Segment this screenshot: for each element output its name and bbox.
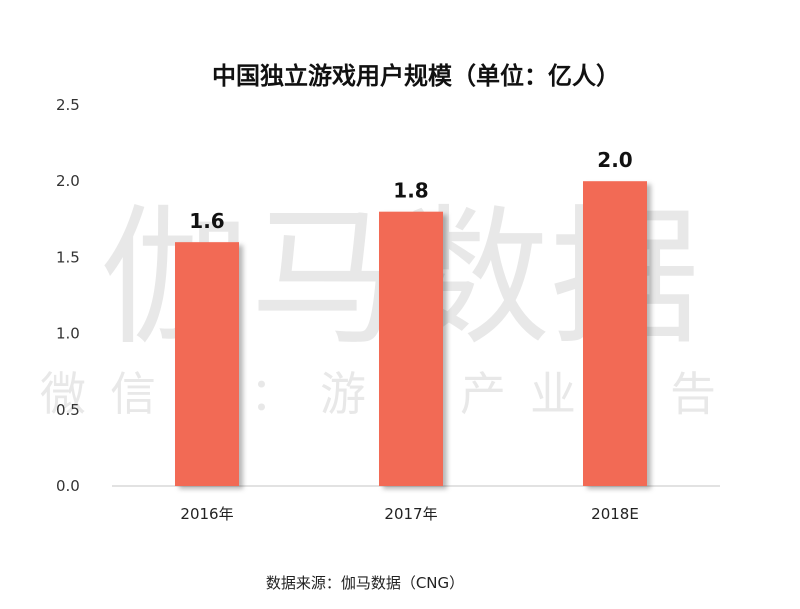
bar	[379, 211, 443, 486]
x-tick-label: 2016年	[180, 505, 233, 523]
y-tick-label: 2.5	[56, 96, 80, 114]
y-tick-label: 0.0	[56, 477, 80, 495]
y-tick-label: 2.0	[56, 172, 80, 190]
chart-title: 中国独立游戏用户规模（单位：亿人）	[212, 62, 620, 90]
y-tick-label: 1.5	[56, 248, 80, 266]
data-label: 1.8	[393, 179, 428, 203]
data-label: 2.0	[597, 148, 632, 172]
x-axis-categories: 2016年 2017年 2018E	[180, 505, 638, 523]
bar	[583, 181, 647, 486]
y-axis-ticks: 0.0 0.5 1.0 1.5 2.0 2.5	[56, 96, 80, 495]
x-tick-label: 2018E	[591, 505, 639, 523]
source-note: 数据来源：伽马数据（CNG）	[266, 574, 464, 592]
y-tick-label: 1.0	[56, 325, 80, 343]
data-label: 1.6	[189, 209, 224, 233]
x-tick-label: 2017年	[384, 505, 437, 523]
bar	[175, 242, 239, 486]
data-labels-group: 1.6 1.8 2.0	[189, 148, 632, 233]
bars-group	[175, 181, 647, 486]
y-tick-label: 0.5	[56, 401, 80, 419]
